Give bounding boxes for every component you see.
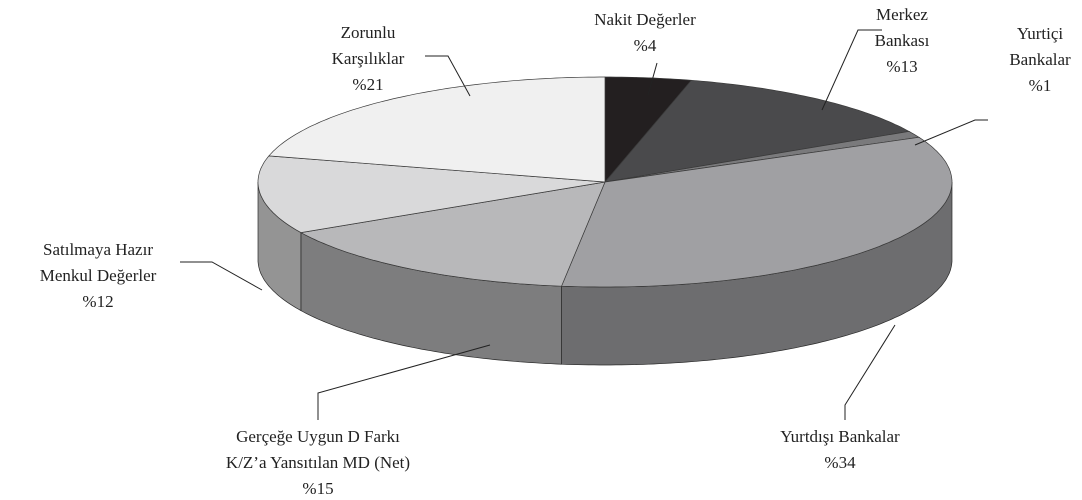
category-label: Nakit Değerler — [594, 10, 696, 29]
slice-label: Yurtdışı Bankalar %34 — [780, 424, 899, 476]
category-label: Yurtdışı Bankalar — [780, 427, 900, 446]
category-label: Zorunlu Karşılıklar — [331, 23, 405, 68]
category-label: Yurtiçi Bankalar — [1009, 24, 1071, 69]
slice — [604, 76, 693, 183]
slice — [268, 76, 606, 183]
category-label: Merkez Bankası — [874, 5, 930, 50]
value-label: %1 — [1028, 76, 1052, 95]
slice-label: Zorunlu Karşılıklar %21 — [332, 20, 405, 98]
leader-line — [821, 29, 882, 111]
leader-line — [647, 62, 658, 96]
leader-line — [914, 119, 988, 146]
value-label: %15 — [302, 479, 334, 498]
slice — [560, 136, 953, 288]
slice-label: Satılmaya Hazır Menkul Değerler %12 — [40, 237, 157, 315]
slice — [604, 79, 911, 183]
leader-line — [844, 324, 896, 420]
category-label: Satılmaya Hazır Menkul Değerler — [39, 240, 157, 285]
leader-line — [425, 55, 471, 97]
slice-label: Gerçeğe Uygun D Farkı K/Z’a Yansıtılan M… — [226, 424, 410, 500]
category-label: Gerçeğe Uygun D Farkı K/Z’a Yansıtılan M… — [225, 427, 411, 472]
slice — [257, 155, 606, 233]
slice — [299, 181, 606, 287]
leader-line — [180, 261, 263, 291]
value-label: %13 — [886, 57, 918, 76]
value-label: %34 — [824, 453, 856, 472]
slice-label: Merkez Bankası %13 — [875, 2, 930, 80]
value-label: %12 — [82, 292, 114, 311]
slice-label: Nakit Değerler %4 — [594, 7, 695, 59]
value-label: %4 — [633, 36, 657, 55]
slice-label: Yurtiçi Bankalar %1 — [1009, 21, 1070, 99]
leader-line — [317, 344, 491, 420]
value-label: %21 — [352, 75, 384, 94]
